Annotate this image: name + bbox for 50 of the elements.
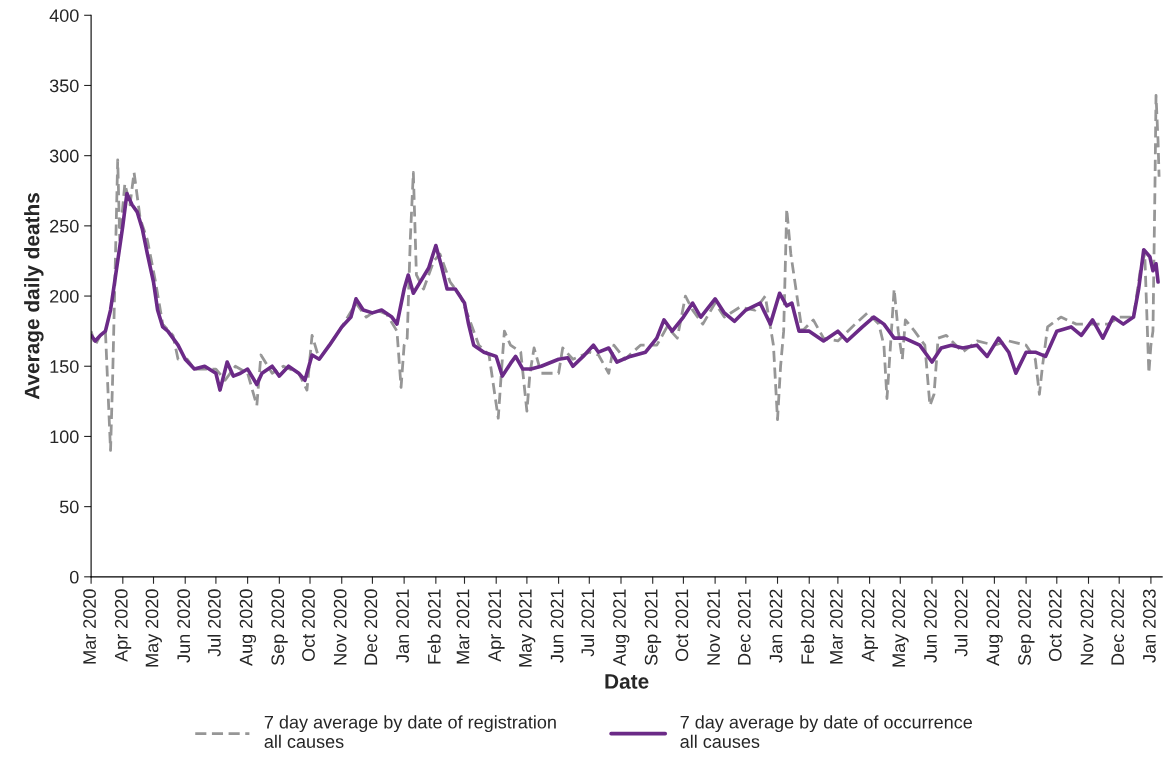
y-tick-label: 150: [50, 360, 79, 373]
x-tick-label: Mar 2020: [83, 589, 96, 664]
line-series: [91, 191, 1160, 392]
x-tick-label: Jan 2021: [396, 589, 409, 663]
x-tick-label: Nov 2020: [333, 589, 347, 665]
x-tick-label: Mar 2021: [456, 589, 470, 664]
y-tick-label: 200: [50, 289, 79, 303]
x-tick-label: Nov 2021: [707, 589, 720, 665]
y-tick-label: 350: [49, 79, 79, 93]
y-tick-label: 400: [49, 9, 79, 22]
x-tick-label: Sep 2020: [271, 589, 288, 666]
x-tick-label: Jun 2022: [924, 589, 937, 663]
x-tick-label: Sep 2022: [1018, 589, 1035, 666]
x-tick-label: Oct 2022: [1048, 589, 1062, 662]
x-tick-label: Aug 2022: [986, 589, 1003, 666]
y-tick-label: 50: [59, 500, 79, 514]
x-tick-label: May 2021: [518, 589, 536, 667]
x-tick-label: Oct 2020: [302, 589, 315, 662]
y-tick-label: 300: [49, 149, 79, 163]
legend-label: 7 day average by date of occurrence all causes: [680, 715, 972, 748]
x-tick-label: Nov 2022: [1080, 589, 1094, 665]
y-axis-title: Average daily deaths: [24, 193, 44, 400]
line-series: [91, 93, 1161, 452]
y-tick-label: 250: [50, 219, 79, 233]
x-tick-label: Mar 2022: [829, 589, 843, 664]
x-tick-label: Jun 2020: [177, 589, 191, 663]
x-tick-label: Jan 2022: [769, 589, 783, 663]
x-tick-label: Jun 2021: [550, 589, 564, 663]
x-tick-label: Apr 2020: [114, 589, 132, 662]
x-tick-label: May 2022: [892, 589, 909, 667]
x-tick-label: Dec 2020: [364, 589, 378, 665]
y-tick-label: 0: [69, 570, 79, 584]
x-tick-label: Jul 2021: [580, 589, 595, 657]
x-tick-label: Apr 2021: [488, 589, 505, 662]
x-tick-label: Feb 2021: [427, 589, 441, 664]
x-tick-label: Oct 2021: [675, 589, 689, 662]
legend-label: 7 day average by date of registration all causes: [264, 715, 556, 748]
x-tick-label: Jul 2022: [954, 589, 968, 657]
x-tick-label: Jan 2023: [1142, 589, 1156, 663]
x-tick-label: Aug 2021: [613, 589, 630, 666]
x-tick-label: Jul 2020: [207, 589, 221, 657]
x-tick-label: Aug 2020: [239, 589, 257, 666]
x-tick-label: Dec 2021: [737, 589, 751, 665]
x-tick-label: Sep 2021: [644, 589, 662, 666]
x-tick-label: Dec 2022: [1111, 589, 1125, 665]
x-tick-label: May 2020: [145, 589, 162, 667]
x-tick-label: Apr 2022: [861, 589, 878, 662]
x-tick-label: Feb 2022: [800, 589, 815, 664]
x-axis-title: Date: [605, 674, 649, 689]
y-tick-label: 100: [50, 430, 79, 444]
